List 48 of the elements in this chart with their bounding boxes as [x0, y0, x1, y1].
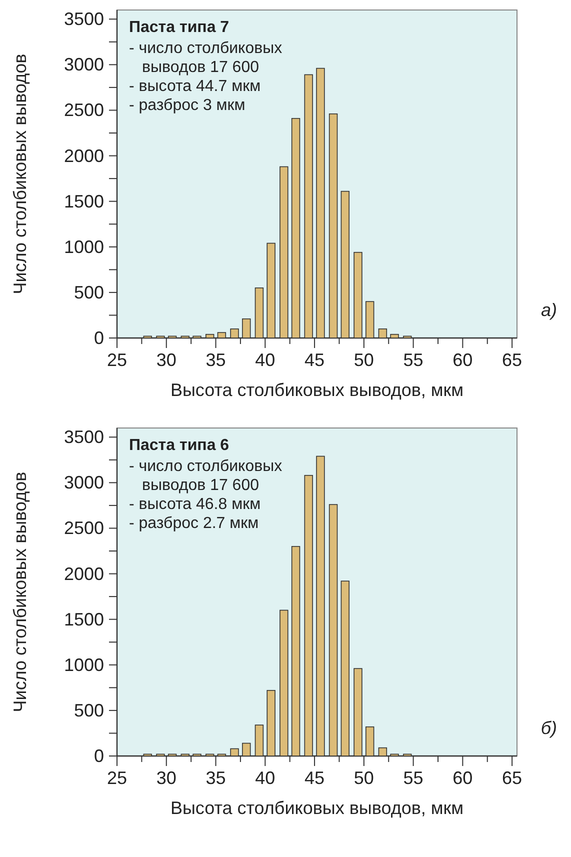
x-tick-label: 30: [156, 350, 176, 370]
y-axis-title: Число столбиковых выводов: [10, 54, 30, 294]
annotation: - число столбиковых выводов 17 600: [129, 40, 282, 76]
y-tick-label: 2500: [64, 100, 104, 120]
x-tick-label: 65: [502, 350, 522, 370]
text: а): [540, 300, 557, 320]
annotation: - высота 46.8 мкм: [129, 496, 261, 513]
x-tick-label: 35: [206, 350, 226, 370]
y-tick-label: 3000: [64, 54, 104, 75]
y-tick-label: 0: [94, 328, 104, 348]
x-tick-label: 45: [304, 350, 325, 370]
y-tick-label: 1000: [64, 654, 104, 675]
x-tick-label: 50: [354, 350, 374, 370]
y-tick-label: 2000: [64, 146, 104, 166]
x-tick-label: 30: [156, 768, 176, 788]
y-tick-label: 3000: [64, 472, 104, 493]
x-tick-label: 25: [106, 350, 128, 370]
text: Паста типа 7: [129, 19, 230, 36]
annotation: - разброс 3 мкм: [129, 97, 246, 114]
text: б): [540, 718, 557, 738]
x-tick-label: 45: [304, 768, 325, 788]
x-axis-title: Высота столбиковых выводов, мкм: [170, 798, 464, 818]
y-tick-label: 500: [74, 282, 104, 302]
x-tick-label: 40: [255, 350, 276, 370]
x-axis-title: Высота столбиковых выводов, мкм: [170, 380, 464, 400]
annotation: - число столбиковых выводов 17 600: [129, 458, 282, 494]
y-tick-label: 2000: [64, 564, 104, 584]
x-tick-label: 50: [354, 768, 374, 788]
x-tick-label: 60: [452, 768, 473, 788]
annotation: - разброс 2.7 мкм: [129, 515, 259, 532]
y-tick-label: 1000: [64, 236, 104, 257]
y-tick-label: 1500: [64, 609, 104, 630]
text: Паста типа 6: [129, 437, 230, 454]
x-tick-label: 35: [206, 768, 226, 788]
x-tick-label: 55: [403, 350, 424, 370]
x-tick-label: 60: [452, 350, 473, 370]
x-tick-label: 40: [255, 768, 276, 788]
y-tick-label: 500: [74, 700, 104, 720]
y-tick-label: 1500: [64, 191, 104, 212]
y-tick-label: 3500: [64, 427, 104, 448]
x-tick-label: 65: [502, 768, 522, 788]
y-tick-label: 3500: [64, 9, 104, 30]
x-tick-label: 25: [106, 768, 128, 788]
y-axis-title: Число столбиковых выводов: [10, 472, 30, 712]
y-tick-label: 2500: [64, 518, 104, 538]
x-tick-label: 55: [403, 768, 424, 788]
y-tick-label: 0: [94, 746, 104, 766]
annotation: - высота 44.7 мкм: [129, 78, 261, 95]
